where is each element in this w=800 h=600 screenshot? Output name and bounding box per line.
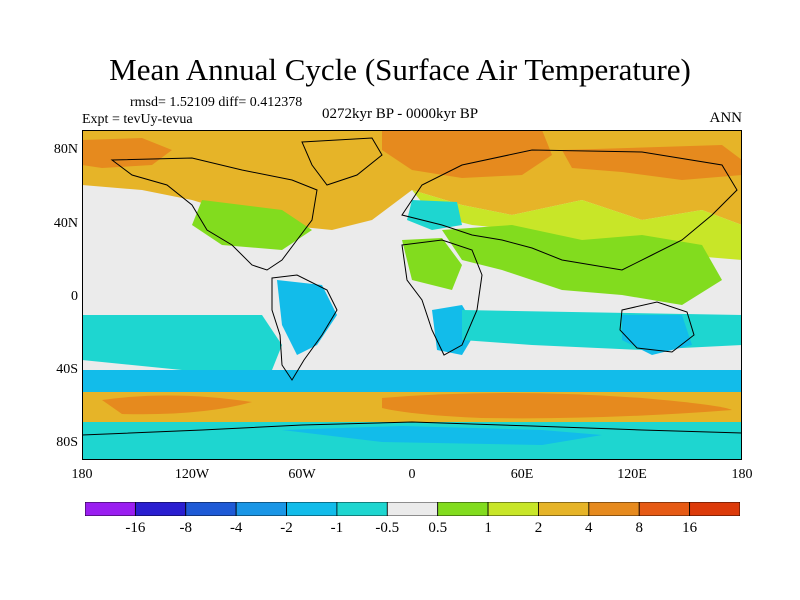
stats-text: rmsd= 1.52109 diff= 0.412378 <box>130 95 303 110</box>
africa-green-region <box>402 238 462 290</box>
map-frame <box>82 130 742 460</box>
north-atlantic-cool <box>407 200 462 230</box>
colorbar-swatch-9 <box>538 501 590 517</box>
lat-label-40s: 40S <box>56 362 78 377</box>
na-green-region <box>192 200 312 250</box>
experiment-label: Expt = tevUy-tevua <box>82 112 193 127</box>
season-label: ANN <box>709 110 743 126</box>
eurasia-coast <box>401 149 738 271</box>
colorbar-label-10: 8 <box>635 520 643 536</box>
colorbar-swatch-10 <box>588 501 640 517</box>
colorbar-swatch-0 <box>84 501 136 517</box>
colorbar-label-6: 0.5 <box>428 520 448 536</box>
lat-label-80n: 80N <box>53 142 78 157</box>
southern-ocean-orange-east <box>382 393 732 419</box>
map-svg <box>82 130 742 460</box>
lon-label-60w: 60W <box>288 467 316 482</box>
lon-label-120w: 120W <box>174 467 210 482</box>
colorbar-label-8: 2 <box>534 520 543 536</box>
colorbar-svg <box>84 501 741 517</box>
south-pacific-cool-band <box>82 315 282 370</box>
colorbar-label-2: -4 <box>229 520 243 536</box>
colorbar-label-1: -8 <box>179 520 193 536</box>
north-america-coast <box>110 157 318 271</box>
eurasia-green-region <box>442 225 722 305</box>
temperature-anomaly-map <box>82 130 742 460</box>
lon-label-180w: 180 <box>71 467 93 482</box>
colorbar-label-4: -1 <box>330 520 344 536</box>
colorbar-swatch-2 <box>185 501 237 517</box>
coastlines <box>82 137 742 436</box>
colorbar-swatch-3 <box>235 501 287 517</box>
southern-ocean-cool-ring <box>82 370 742 392</box>
australia-cool <box>622 315 692 355</box>
colorbar-label-5: -0.5 <box>375 520 400 536</box>
arctic-orange-east <box>562 145 742 180</box>
south-america-coast <box>271 274 338 381</box>
lat-label-80s: 80S <box>56 435 78 450</box>
colorbar-swatch-12 <box>689 501 741 517</box>
lon-label-120e: 120E <box>617 467 647 482</box>
lon-label-0: 0 <box>408 467 416 482</box>
map-title: Mean Annual Cycle (Surface Air Temperatu… <box>109 52 691 87</box>
colorbar-label-0: -16 <box>125 520 146 536</box>
colorbar-label-9: 4 <box>585 520 593 536</box>
lon-label-60e: 60E <box>510 467 534 482</box>
colorbar-swatch-11 <box>638 501 691 517</box>
antarctica-coast <box>82 421 742 436</box>
lon-label-180e: 180 <box>731 467 753 482</box>
lat-label-40n: 40N <box>53 216 78 231</box>
antarctic-coast-cool <box>282 426 602 445</box>
period-label: 0272kyr BP - 0000kyr BP <box>322 106 479 122</box>
south-america-cool <box>277 280 337 355</box>
colorbar-swatch-6 <box>386 501 439 517</box>
greenland-coast <box>301 137 383 186</box>
colorbar-label-7: 1 <box>484 520 492 536</box>
colorbar-label-11: 16 <box>682 520 698 536</box>
southern-ocean-orange-west <box>102 395 252 415</box>
colorbar-swatch-1 <box>134 501 187 517</box>
colorbar-swatch-4 <box>286 501 338 517</box>
arctic-orange-core <box>382 130 552 178</box>
africa-coast <box>401 239 483 356</box>
colorbar-label-3: -2 <box>280 520 293 536</box>
australia-coast <box>619 301 695 353</box>
lat-label-eq: 0 <box>71 289 78 304</box>
colorbar-swatch-8 <box>487 501 539 517</box>
colorbar-swatch-5 <box>336 501 388 517</box>
colorbar-swatch-7 <box>437 501 489 517</box>
colorbar <box>84 501 741 517</box>
arctic-orange-west <box>82 138 172 168</box>
